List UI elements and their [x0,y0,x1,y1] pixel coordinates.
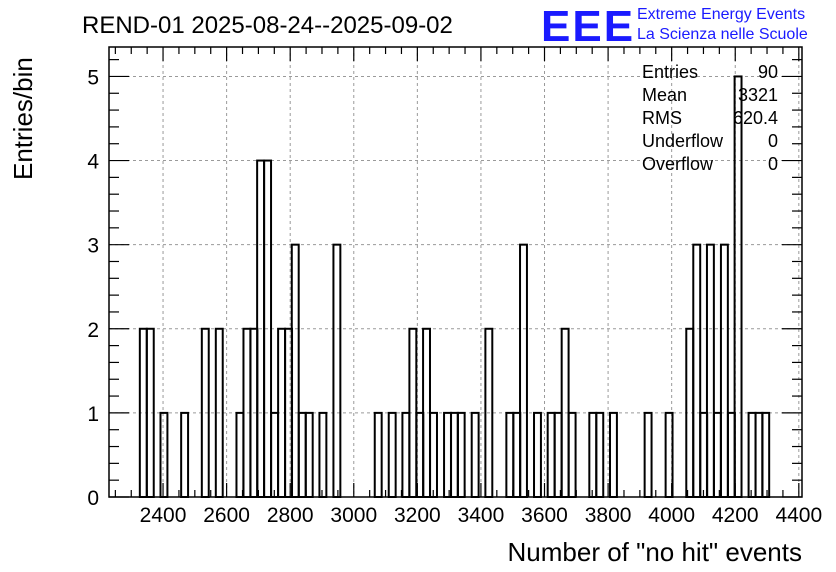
y-tick-label: 1 [87,403,99,426]
x-tick-label: 2400 [140,504,187,527]
eee-logo-line1: Extreme Energy Events [637,6,805,23]
x-tick-label: 4000 [648,504,695,527]
stats-value: 3321 [738,85,778,105]
stats-label: RMS [642,108,682,128]
histogram-bin [470,411,480,498]
histogram-bin [595,411,605,498]
x-tick-label: 3200 [394,504,441,527]
y-tick-label: 5 [87,66,99,89]
x-tick-label: 3600 [521,504,568,527]
x-tick-label: 2800 [267,504,314,527]
histogram-bin [553,411,563,498]
y-tick-label: 3 [87,235,99,258]
stats-label: Mean [642,85,687,105]
axes [108,46,803,498]
histogram-bin [719,243,729,498]
x-axis-title: Number of "no hit" events [508,537,803,567]
x-tick-label: 4400 [775,504,822,527]
grid-lines [109,47,802,497]
y-axis-title: Entries/bin [8,57,38,180]
stats-value: 0 [768,154,778,174]
histogram-bin [159,411,169,498]
stats-label: Overflow [642,154,714,174]
stats-label: Entries [642,62,698,82]
chart-title: REND-01 2025-08-24--2025-09-02 [82,12,453,39]
x-tick-label: 3400 [458,504,505,527]
histogram-bin [401,411,411,498]
histogram-bin [567,411,577,498]
histogram-bin [443,411,452,498]
histogram-bin [546,411,556,498]
histogram-bin [608,411,618,498]
histogram-bin [712,411,722,498]
histogram-bin [318,411,328,498]
stats-box: Entries 90 Mean 3321 RMS 620.4 Underflow 0 Overf… [642,62,778,174]
histogram-bin [533,411,542,498]
histogram-bin [588,411,598,498]
histogram-bin [373,411,383,498]
x-tick-label: 2600 [203,504,250,527]
y-tick-label: 4 [87,151,99,174]
x-tick-label: 4200 [712,504,759,527]
y-tick-label: 0 [87,487,99,510]
histogram-bin [332,243,342,498]
histogram-bin [180,411,190,498]
histogram-bin [505,411,515,498]
histogram-bin [270,411,280,498]
histogram-bin [235,411,245,498]
histogram-bin [297,411,307,498]
y-tick-label: 2 [87,319,99,342]
histogram-bin [429,411,438,498]
x-tick-label: 3800 [585,504,632,527]
tick-labels: 2400 2600 2800 3000 3200 3400 3600 3800 4000 4200… [87,66,822,527]
stats-value: 90 [758,62,778,82]
histogram-bin [692,243,702,498]
stats-value: 620.4 [733,108,778,128]
histogram-bin [747,411,757,498]
plot-frame [108,46,803,498]
histogram-bin [387,411,397,498]
stats-label: Underflow [642,131,724,151]
eee-logo-mark: EEE [541,2,635,51]
eee-logo-line2: La Scienza nelle Scuole [637,26,808,43]
histogram-bin [304,411,314,498]
histogram-bin [643,411,653,498]
x-tick-label: 3000 [330,504,377,527]
eee-logo: EEE Extreme Energy Events La Scienza nel… [541,2,808,51]
stats-value: 0 [768,131,778,151]
